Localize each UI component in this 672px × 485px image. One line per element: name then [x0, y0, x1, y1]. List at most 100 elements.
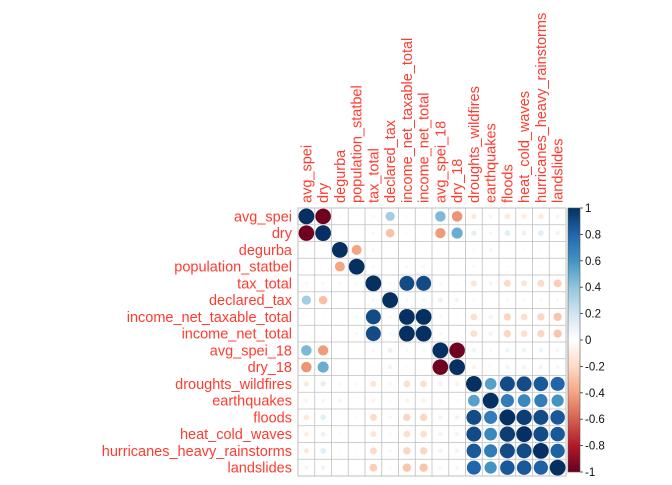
- corr-circle-degurba-earthquakes: [489, 248, 493, 252]
- corr-circle-floods-earthquakes: [484, 411, 497, 424]
- col-label-avg-spei-18: avg_spei_18: [433, 121, 449, 203]
- corr-circle-income-net-total-dry: [322, 332, 325, 335]
- colorbar-tick-label: -0.8: [585, 441, 605, 453]
- corr-circle-tax-total-income-net-taxable-total: [399, 276, 414, 291]
- corr-circle-hurricanes-heavy-rainstorms-hurricanes-heavy-rainstorms: [533, 443, 549, 459]
- corr-circle-dry-floods: [505, 230, 511, 236]
- corr-circle-income-net-total-avg-spei: [305, 332, 308, 335]
- corr-circle-heat-cold-waves-avg-spei: [304, 432, 309, 437]
- corr-circle-income-net-taxable-total-hurricanes-heavy-rainstorms: [537, 313, 544, 320]
- corr-circle-population-statbel-dry: [322, 266, 324, 268]
- corr-circle-declared-tax-tax-total: [372, 298, 376, 302]
- corr-circle-droughts-wildfires-income-net-taxable-total: [404, 381, 411, 388]
- corr-circle-heat-cold-waves-earthquakes: [484, 428, 497, 441]
- corr-circle-declared-tax-earthquakes: [489, 299, 492, 302]
- corr-circle-earthquakes-dry: [321, 399, 325, 403]
- corr-circle-avg-spei-degurba: [339, 215, 342, 218]
- corr-circle-income-net-total-declared-tax: [388, 332, 392, 336]
- corr-circle-floods-declared-tax: [388, 416, 392, 420]
- row-label-heat-cold-waves: heat_cold_waves: [180, 427, 292, 443]
- corr-circle-floods-population-statbel: [355, 416, 358, 419]
- corr-circle-degurba-landslides: [557, 249, 559, 251]
- corr-circle-landslides-floods: [500, 460, 515, 475]
- corr-circle-dry-degurba: [339, 232, 341, 234]
- corr-circle-population-statbel-avg-spei-18: [439, 266, 441, 268]
- corr-circle-tax-total-population-statbel: [355, 282, 359, 286]
- corr-circle-tax-total-dry-18: [456, 282, 459, 285]
- corr-circle-landslides-dry: [321, 465, 325, 469]
- row-label-dry-18: dry_18: [248, 360, 292, 376]
- corr-circle-droughts-wildfires-dry: [320, 381, 325, 386]
- corr-circle-dry-18-tax-total: [372, 366, 375, 369]
- corr-circle-hurricanes-heavy-rainstorms-landslides: [550, 444, 564, 458]
- corr-circle-avg-spei-18-dry-18: [449, 343, 465, 359]
- corr-circle-floods-heat-cold-waves: [516, 410, 531, 425]
- corr-circle-income-net-taxable-total-population-statbel: [355, 315, 359, 319]
- corr-circle-droughts-wildfires-avg-spei: [304, 381, 309, 386]
- corr-circle-income-net-taxable-total-floods: [504, 313, 511, 320]
- corr-circle-heat-cold-waves-declared-tax: [389, 433, 392, 436]
- row-label-earthquakes: earthquakes: [212, 394, 292, 410]
- row-label-income-net-taxable-total: income_net_taxable_total: [127, 310, 292, 326]
- corr-circle-dry-income-net-taxable-total: [406, 232, 409, 235]
- corr-circle-declared-tax-dry: [319, 296, 328, 305]
- corr-circle-hurricanes-heavy-rainstorms-degurba: [339, 450, 342, 453]
- corr-circle-avg-spei-declared-tax: [385, 212, 394, 221]
- corr-circle-floods-degurba: [339, 416, 341, 418]
- row-label-landslides: landslides: [228, 461, 293, 477]
- corr-circle-heat-cold-waves-droughts-wildfires: [466, 427, 481, 442]
- corr-circle-dry-population-statbel: [356, 232, 358, 234]
- corr-circle-hurricanes-heavy-rainstorms-floods: [500, 443, 515, 458]
- corr-circle-tax-total-declared-tax: [388, 282, 392, 286]
- corr-circle-income-net-total-dry-18: [456, 332, 459, 335]
- corr-circle-landslides-declared-tax: [388, 466, 392, 470]
- row-label-population-statbel: population_statbel: [174, 260, 292, 276]
- corr-circle-landslides-income-net-total: [419, 463, 427, 471]
- corr-circle-avg-spei-18-income-net-total: [422, 349, 426, 353]
- corr-circle-earthquakes-declared-tax: [389, 399, 392, 402]
- corr-circle-degurba-degurba: [332, 242, 348, 258]
- corr-circle-income-net-taxable-total-earthquakes: [488, 315, 492, 319]
- corr-circle-landslides-dry-18: [455, 466, 459, 470]
- colorbar-tick-label: 0.2: [585, 309, 601, 321]
- corr-circle-population-statbel-tax-total: [372, 265, 376, 269]
- corr-circle-earthquakes-tax-total: [371, 399, 375, 403]
- colorbar-tick-label: 1: [585, 203, 591, 215]
- corr-circle-tax-total-landslides: [554, 279, 562, 287]
- corr-circle-floods-income-net-total: [420, 414, 427, 421]
- corr-circle-avg-spei-18-dry: [318, 345, 328, 355]
- corr-circle-hurricanes-heavy-rainstorms-tax-total: [370, 447, 377, 454]
- corr-circle-dry-landslides: [555, 231, 559, 235]
- corr-circle-declared-tax-floods: [506, 298, 510, 302]
- corr-circle-hurricanes-heavy-rainstorms-avg-spei-18: [438, 449, 442, 453]
- corr-circle-degurba-income-net-total: [423, 249, 425, 251]
- corr-circle-heat-cold-waves-income-net-total: [420, 431, 427, 438]
- corr-circle-floods-floods: [500, 410, 516, 426]
- corr-circle-heat-cold-waves-degurba: [339, 433, 342, 436]
- corr-circle-heat-cold-waves-hurricanes-heavy-rainstorms: [533, 427, 548, 442]
- corr-circle-degurba-floods: [506, 249, 508, 251]
- corr-circle-earthquakes-degurba: [338, 399, 342, 403]
- corr-circle-floods-hurricanes-heavy-rainstorms: [533, 410, 548, 425]
- corr-circle-hurricanes-heavy-rainstorms-earthquakes: [484, 444, 497, 457]
- corr-circle-income-net-total-population-statbel: [355, 332, 359, 336]
- corr-circle-degurba-population-statbel: [352, 245, 362, 255]
- corr-circle-hurricanes-heavy-rainstorms-declared-tax: [388, 449, 392, 453]
- corr-circle-income-net-total-degurba: [339, 333, 341, 335]
- corr-circle-income-net-total-earthquakes: [488, 331, 492, 335]
- corr-circle-degurba-dry: [322, 249, 324, 251]
- corr-circle-dry-18-dry-18: [449, 359, 465, 375]
- corr-circle-earthquakes-landslides: [552, 395, 564, 407]
- corr-circle-dry-avg-spei: [299, 225, 315, 241]
- corr-circle-earthquakes-income-net-total: [421, 398, 425, 402]
- row-label-declared-tax: declared_tax: [209, 293, 293, 309]
- corr-circle-degurba-income-net-taxable-total: [406, 249, 408, 251]
- corr-circle-income-net-total-landslides: [553, 329, 561, 337]
- colorbar-tick-label: -1: [585, 467, 595, 479]
- corr-circle-avg-spei-18-floods: [505, 348, 509, 352]
- corr-circle-income-net-taxable-total-landslides: [553, 313, 561, 321]
- corr-circle-declared-tax-hurricanes-heavy-rainstorms: [539, 298, 543, 302]
- colorbar-tick-label: 0.8: [585, 229, 601, 241]
- corr-circle-avg-spei-tax-total: [372, 215, 376, 219]
- corr-circle-floods-avg-spei: [304, 415, 310, 421]
